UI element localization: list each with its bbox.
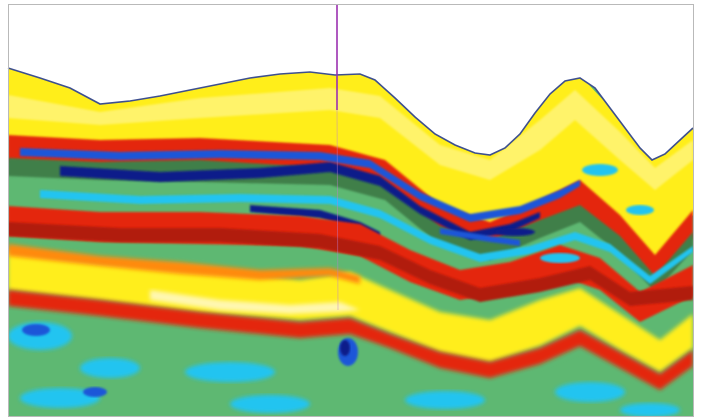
- band-top-paleyellow: [8, 88, 693, 190]
- blob-blue-bl: [83, 387, 107, 397]
- streak-navy-1: [60, 162, 540, 240]
- section-top-outline: [7, 67, 694, 161]
- band-bottom-red: [8, 290, 693, 390]
- blob-blue-left: [22, 324, 50, 336]
- blob-cyan-r5: [626, 205, 654, 215]
- well-trace-lower: [336, 109, 339, 311]
- blob-cyan-bl: [20, 388, 100, 408]
- streak-navy-2: [250, 205, 380, 238]
- blob-cyan-r2: [555, 382, 625, 402]
- band-bottom-yellow: [8, 250, 693, 372]
- blob-cyan-r3: [620, 403, 680, 417]
- blob-cyan-r4: [582, 164, 618, 176]
- band-paleyellow-low: [150, 290, 360, 314]
- blob-cyan-mid2: [230, 395, 310, 413]
- blob-cyan-r6: [540, 253, 580, 263]
- streak-cyan-1: [40, 190, 693, 284]
- blob-cyan-mid: [185, 362, 275, 382]
- blob-cyan-r1: [405, 391, 485, 409]
- blob-navy-r1: [495, 228, 535, 236]
- streak-blue-2: [440, 228, 520, 246]
- blob-cyan-left2: [80, 358, 140, 378]
- band-darkred-2: [8, 222, 693, 306]
- streak-blue-1: [20, 148, 580, 222]
- blob-navy-center: [340, 340, 350, 356]
- band-bottom-orange: [8, 244, 360, 284]
